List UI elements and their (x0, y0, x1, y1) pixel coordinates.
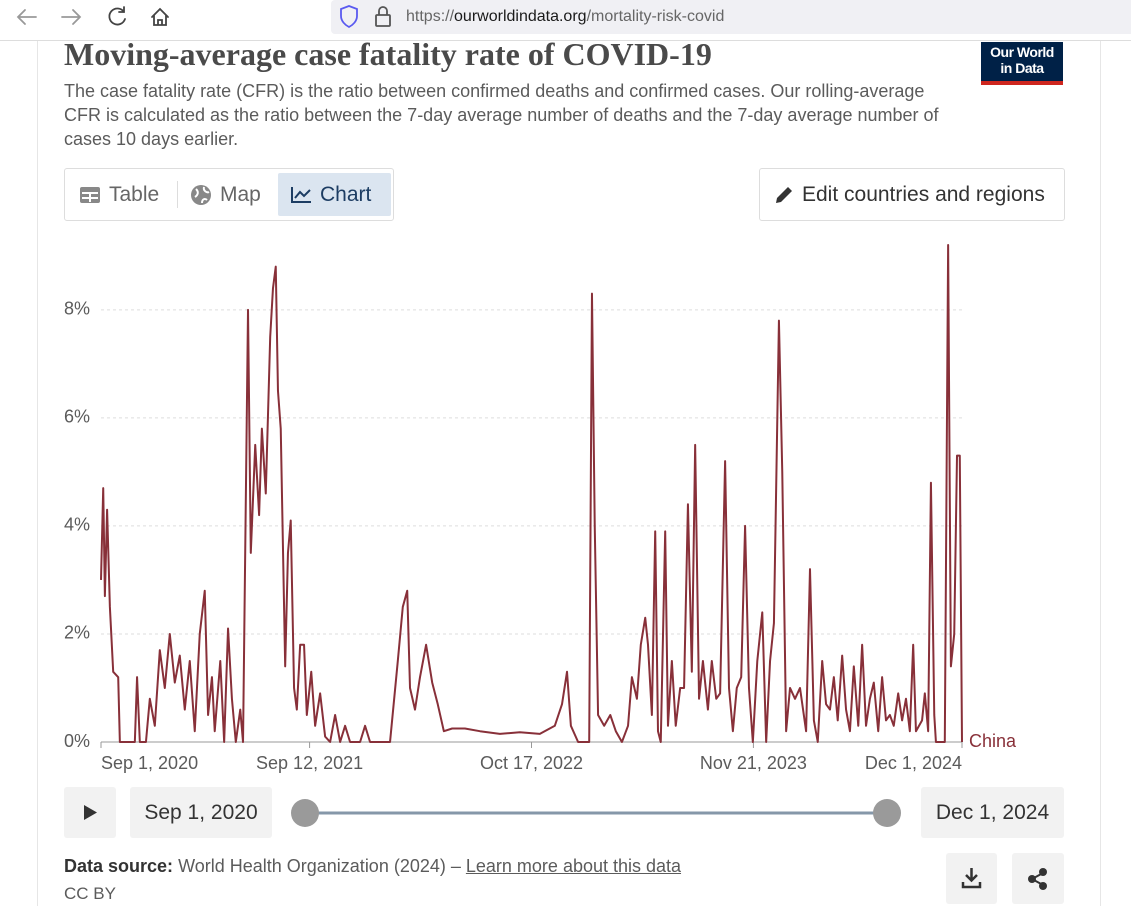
browser-toolbar: https://ourworldindata.org/mortality-ris… (0, 0, 1131, 41)
url-scheme: https:// (406, 8, 455, 25)
timeline-end[interactable]: Dec 1, 2024 (921, 787, 1064, 838)
series-label: China (969, 731, 1017, 751)
back-button[interactable] (16, 9, 37, 25)
logo[interactable]: Our World in Data (981, 42, 1063, 85)
page-border (37, 41, 38, 906)
url-bar[interactable] (331, 0, 1131, 34)
share-icon (1028, 868, 1047, 890)
timeline-start[interactable]: Sep 1, 2020 (130, 787, 272, 838)
edit-label: Edit countries and regions (802, 183, 1045, 206)
tab-bar: Table Map Chart (64, 168, 394, 221)
url-text[interactable]: https://ourworldindata.org/mortality-ris… (406, 8, 724, 26)
url-path: /mortality-risk-covid (586, 8, 725, 25)
tab-label: Table (109, 183, 160, 206)
learn-more-link[interactable]: Learn more about this data (465, 856, 682, 876)
y-tick-label: 4% (64, 515, 90, 535)
edit-button[interactable]: Edit countries and regions (759, 168, 1065, 221)
url-icons (340, 5, 391, 29)
license: CC BY (64, 884, 116, 903)
timeline-slider (291, 799, 901, 827)
tab-label: Map (220, 183, 261, 206)
download-icon (961, 868, 982, 889)
pencil-icon (776, 187, 792, 204)
logo-line: in Data (1000, 60, 1044, 76)
y-tick-label: 8% (64, 299, 90, 319)
play-button[interactable] (64, 787, 116, 838)
home-button[interactable] (151, 7, 169, 26)
url-domain: ourworldindata.org (454, 8, 587, 25)
share-button[interactable] (1012, 853, 1064, 904)
x-tick-label: Sep 1, 2020 (101, 753, 198, 773)
slider-handle[interactable] (291, 799, 319, 827)
tab-active[interactable]: Chart (278, 173, 391, 216)
reload-button[interactable] (108, 6, 126, 26)
x-tick-label: Oct 17, 2022 (480, 753, 583, 773)
separator (177, 181, 178, 208)
tab[interactable]: Table (79, 173, 159, 216)
page-border (1100, 41, 1101, 906)
y-tick-label: 6% (64, 407, 90, 427)
data-source: Data source: World Health Organization (… (64, 856, 681, 877)
shield-icon (340, 5, 358, 29)
slider-handle[interactable] (873, 799, 901, 827)
chart-icon (291, 187, 311, 204)
tab[interactable]: Map (190, 173, 261, 216)
source-label: Data source: (64, 856, 174, 876)
nav-icons (16, 6, 169, 26)
x-tick-label: Sep 12, 2021 (256, 753, 363, 773)
x-tick-label: Dec 1, 2024 (865, 753, 962, 773)
logo-line: Our World (990, 44, 1054, 60)
play-icon (84, 805, 97, 820)
chart-title: Moving-average case fatality rate of COV… (64, 36, 712, 72)
y-tick-label: 2% (64, 623, 90, 643)
source-text: World Health Organization (2024) – (178, 856, 461, 876)
forward-button[interactable] (61, 9, 82, 25)
y-tick-label: 0% (64, 731, 90, 751)
x-tick-label: Nov 21, 2023 (700, 753, 807, 773)
tab-label: Chart (320, 183, 372, 206)
chart-subtitle: The case fatality rate (CFR) is the rati… (64, 81, 939, 149)
series-line (100, 244, 963, 743)
globe-icon (191, 185, 211, 206)
lock-icon (375, 6, 391, 27)
download-button[interactable] (946, 853, 997, 904)
table-icon (80, 187, 100, 204)
